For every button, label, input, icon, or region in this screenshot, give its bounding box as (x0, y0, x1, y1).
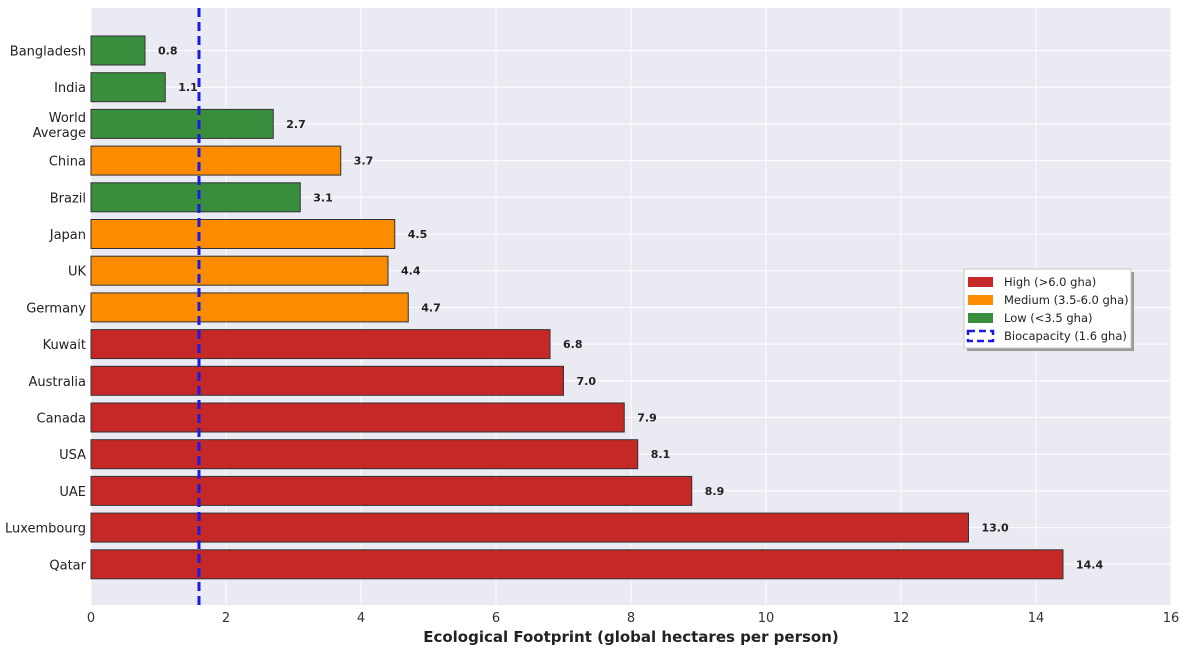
category-label-8: Kuwait (43, 338, 86, 353)
category-label-14: Qatar (49, 558, 86, 573)
bar-0 (90, 35, 146, 66)
legend-label-2: Low (<3.5 gha) (1004, 311, 1093, 325)
category-label-5: Japan (49, 228, 86, 243)
value-label-5: 4.5 (408, 228, 428, 241)
value-label-4: 3.1 (313, 191, 333, 204)
value-label-10: 7.9 (637, 412, 657, 425)
value-label-2: 2.7 (286, 118, 306, 131)
legend: High (>6.0 gha) Medium (3.5-6.0 gha) Low (… (963, 268, 1134, 351)
x-tick-label-8: 16 (1163, 611, 1180, 626)
x-tick-label-6: 12 (893, 611, 910, 626)
value-label-7: 4.7 (421, 301, 441, 314)
x-tick-label-0: 0 (87, 611, 95, 626)
category-labels: Bangladesh India World Average China Brazil Ja… (5, 45, 87, 574)
bar-2 (90, 108, 274, 139)
bar-8 (90, 329, 551, 360)
category-label-1: India (54, 81, 86, 96)
value-label-11: 8.1 (651, 448, 671, 461)
value-label-1: 1.1 (178, 81, 198, 94)
legend-label-3: Biocapacity (1.6 gha) (1004, 329, 1127, 343)
category-label-7: Germany (26, 301, 86, 316)
category-label-11: USA (59, 448, 86, 463)
legend-swatch-high (968, 277, 993, 287)
category-label-10: Canada (37, 412, 86, 427)
legend-label-1: Medium (3.5-6.0 gha) (1004, 293, 1129, 307)
x-tick-label-5: 10 (758, 611, 775, 626)
legend-label-0: High (>6.0 gha) (1004, 275, 1096, 289)
value-label-3: 3.7 (354, 155, 374, 168)
x-tick-label-1: 2 (222, 611, 230, 626)
legend-swatch-biocapacity (966, 329, 995, 343)
x-tick-label-3: 6 (492, 611, 500, 626)
x-tick-label-7: 14 (1028, 611, 1045, 626)
category-label-3: China (49, 155, 86, 170)
legend-swatch-medium (968, 295, 993, 305)
bars: 0.8 1.1 2.7 3.7 3.1 4.5 4.4 4.7 6.8 7.0 7.9 8.1 8.9 1… (90, 35, 1103, 580)
bar-11 (90, 439, 639, 470)
value-label-13: 13.0 (982, 522, 1009, 535)
bar-4 (90, 182, 301, 213)
bar-7 (90, 292, 409, 323)
bar-10 (90, 402, 625, 433)
category-label-4: Brazil (50, 191, 86, 206)
bar-5 (90, 219, 396, 249)
bar-1 (90, 72, 166, 103)
x-tick-label-2: 4 (357, 611, 365, 626)
value-label-12: 8.9 (705, 485, 725, 498)
value-label-6: 4.4 (401, 265, 421, 278)
bar-13 (90, 512, 969, 543)
legend-swatch-low (968, 313, 993, 323)
value-label-9: 7.0 (577, 375, 597, 388)
x-tick-labels: 0 2 4 6 8 10 12 14 16 (87, 611, 1179, 626)
value-label-8: 6.8 (563, 338, 583, 351)
bar-9 (90, 365, 564, 396)
category-label-0: Bangladesh (10, 45, 86, 60)
value-label-0: 0.8 (158, 45, 178, 58)
x-axis-title: Ecological Footprint (global hectares pe… (423, 628, 839, 646)
bar-14 (90, 549, 1064, 580)
category-label-9: Australia (28, 375, 86, 390)
bar-12 (90, 475, 693, 506)
category-label-2: World Average (33, 111, 86, 141)
bar-3 (90, 145, 342, 176)
category-label-12: UAE (59, 485, 86, 500)
bar-6 (90, 255, 389, 286)
x-tick-label-4: 8 (627, 611, 635, 626)
category-label-6: UK (68, 265, 87, 280)
category-label-13: Luxembourg (5, 522, 86, 537)
value-label-14: 14.4 (1076, 558, 1103, 571)
